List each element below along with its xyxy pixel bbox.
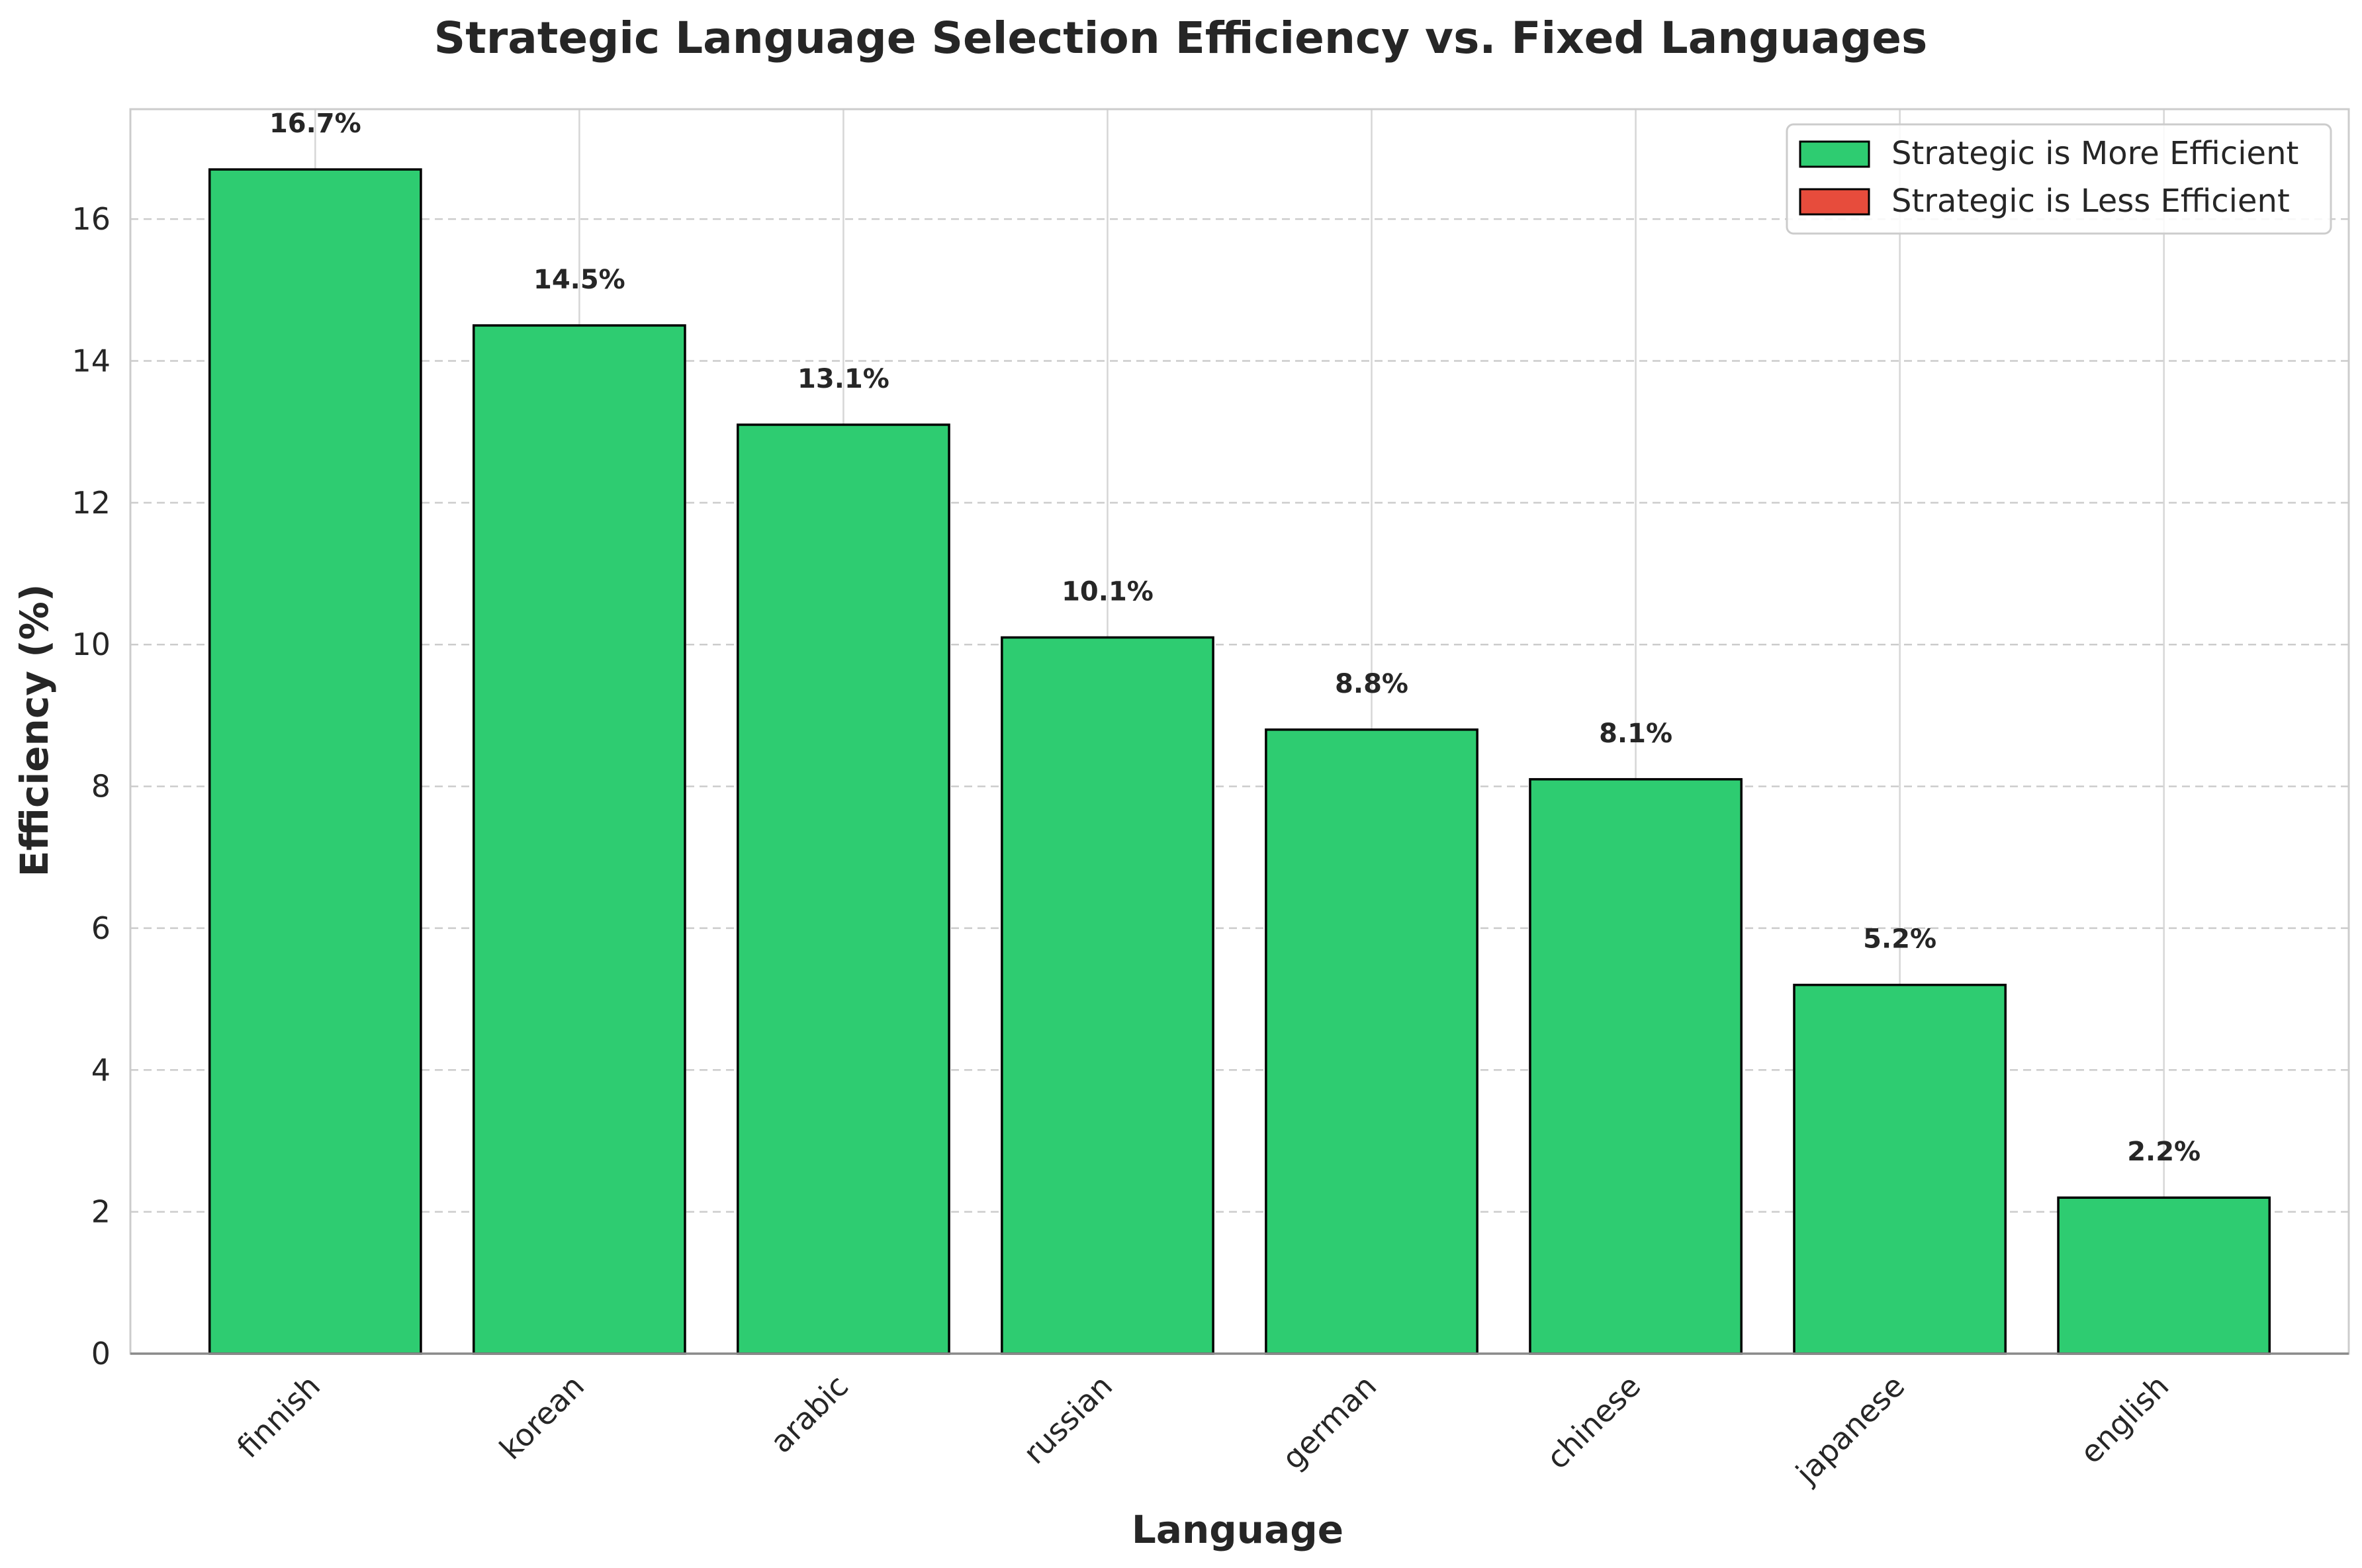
- bar-value-label: 2.2%: [2127, 1137, 2201, 1167]
- bar-russian: [1001, 636, 1214, 1355]
- y-tick-label: 0: [91, 1336, 111, 1372]
- y-axis-label: Efficiency (%): [12, 584, 57, 877]
- bar-value-label: 5.2%: [1863, 924, 1936, 955]
- legend-swatch: [1799, 188, 1870, 216]
- bars-layer: [208, 168, 2271, 1355]
- bar-value-label: 13.1%: [797, 364, 889, 394]
- y-tick-label: 16: [71, 201, 111, 237]
- bar-arabic: [737, 423, 950, 1355]
- bar-korean: [473, 324, 686, 1355]
- y-tick-label: 6: [91, 910, 111, 946]
- bar-value-label: 8.1%: [1599, 719, 1672, 749]
- bar-value-label: 10.1%: [1062, 576, 1154, 607]
- y-tick-label: 14: [71, 343, 111, 378]
- y-tick-label: 8: [91, 769, 111, 805]
- legend-entry-label: Strategic is More Efficient: [1891, 135, 2298, 172]
- bar-labels-layer: 16.7% 14.5% 13.1% 10.1% 8.8% 8.1% 5.2% 2.2%: [269, 109, 2201, 1167]
- legend: Strategic is More Efficient Strategic is …: [1786, 123, 2332, 235]
- chart-title: Strategic Language Selection Efficiency …: [434, 13, 1928, 64]
- bar-value-label: 14.5%: [533, 265, 625, 295]
- y-tick-label: 10: [71, 627, 111, 662]
- bar-value-label: 16.7%: [269, 109, 361, 139]
- bar-chinese: [1529, 778, 1743, 1355]
- legend-swatch: [1799, 140, 1870, 168]
- bar-value-label: 8.8%: [1335, 669, 1408, 699]
- bar-english: [2057, 1196, 2271, 1355]
- y-tick-label: 2: [91, 1194, 111, 1230]
- y-tick-label: 4: [91, 1052, 111, 1088]
- bar-japanese: [1793, 983, 2007, 1355]
- y-ticks-layer: 0 2 4 6 8 10 12 14 16: [71, 201, 111, 1372]
- x-axis-label: Language: [1132, 1507, 1343, 1552]
- axes-layer: [129, 108, 2350, 1355]
- bar-german: [1265, 728, 1478, 1355]
- legend-box: [1786, 123, 2332, 235]
- legend-entry-label: Strategic is Less Efficient: [1891, 183, 2290, 220]
- bar-finnish: [208, 168, 422, 1355]
- y-tick-label: 12: [71, 485, 111, 521]
